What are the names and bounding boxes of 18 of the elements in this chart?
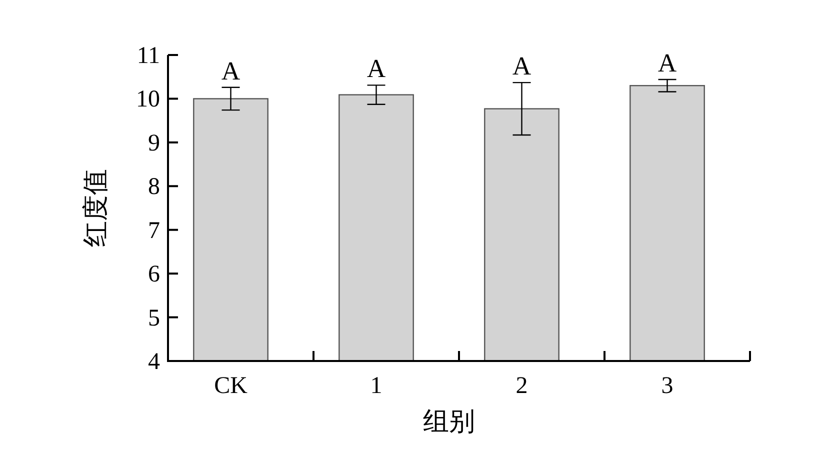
y-tick-label: 6 xyxy=(148,262,160,288)
annotation: A xyxy=(658,48,677,78)
annotation: A xyxy=(221,56,240,86)
annotation: A xyxy=(512,52,532,81)
x-tick-label: 3 xyxy=(661,373,674,399)
x-axis-title: 组别 xyxy=(423,407,475,436)
annotation: A xyxy=(366,54,386,84)
x-tick-label: 2 xyxy=(516,373,528,399)
x-tick-label: CK xyxy=(214,373,248,399)
y-axis-title: 红度值 xyxy=(81,169,110,247)
y-tick-label: 11 xyxy=(136,43,160,69)
y-tick-label: 4 xyxy=(148,349,160,375)
y-tick-label: 9 xyxy=(148,130,160,156)
y-tick-label: 5 xyxy=(148,305,160,332)
y-tick-label: 10 xyxy=(136,86,160,113)
y-tick-label: 8 xyxy=(148,174,160,200)
y-tick-label: 7 xyxy=(148,218,160,244)
x-tick-label: 1 xyxy=(370,373,382,399)
